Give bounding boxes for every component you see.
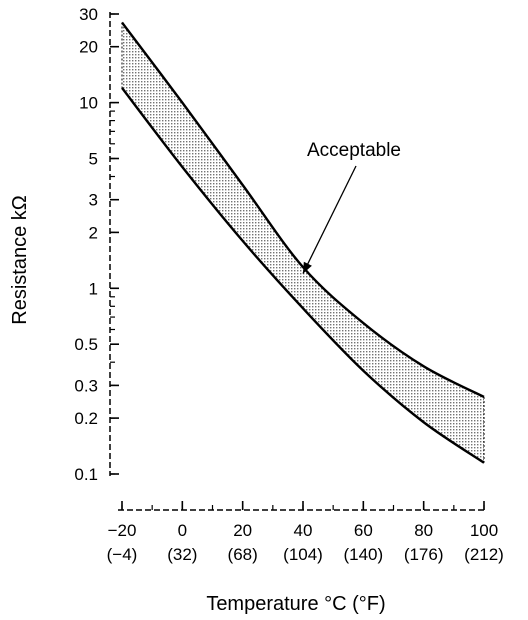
x-tick-sublabel: (32) <box>167 545 197 564</box>
x-tick-label: −20 <box>108 521 137 540</box>
y-axis-title: Resistance kΩ <box>9 195 31 324</box>
y-tick-label: 0.1 <box>74 465 98 484</box>
band-fill <box>122 22 484 463</box>
y-tick-label: 5 <box>89 150 98 169</box>
y-tick-label: 3 <box>89 191 98 210</box>
x-tick-sublabel: (176) <box>404 545 444 564</box>
annotation-arrowhead <box>303 261 312 274</box>
x-tick-label: 40 <box>294 521 313 540</box>
y-tick-label: 10 <box>79 94 98 113</box>
y-tick-label: 20 <box>79 38 98 57</box>
curves <box>121 21 485 464</box>
x-axis-title: Temperature °C (°F) <box>206 593 385 615</box>
x-tick-sublabel: (140) <box>343 545 383 564</box>
x-tick-label: 100 <box>470 521 498 540</box>
x-tick-sublabel: (104) <box>283 545 323 564</box>
y-axis: 30 20 10 5 3 2 1 0.5 0.3 0.2 0.1 <box>74 5 119 484</box>
y-tick-label: 0.5 <box>74 335 98 354</box>
x-axis: −20 (−4) 0 (32) 20 (68) 40 (104) 60 (140) 80 (176) 1… <box>107 501 504 564</box>
acceptable-label: Acceptable <box>307 140 401 161</box>
acceptable-band <box>121 22 485 463</box>
y-tick-label: 2 <box>89 223 98 242</box>
annotation: Acceptable <box>302 140 401 274</box>
y-tick-label: 0.2 <box>74 409 98 428</box>
annotation-leader-line <box>302 165 357 274</box>
y-tick-label: 1 <box>89 279 98 298</box>
x-tick-label: 20 <box>233 521 252 540</box>
x-tick-label: 80 <box>414 521 433 540</box>
y-tick-label: 0.3 <box>74 376 98 395</box>
x-tick-label: 0 <box>178 521 187 540</box>
x-tick-label: 60 <box>354 521 373 540</box>
y-tick-label: 30 <box>79 5 98 24</box>
x-tick-sublabel: (−4) <box>107 545 138 564</box>
lower-limit-curve <box>121 87 485 464</box>
upper-limit-curve <box>121 21 485 399</box>
x-tick-sublabel: (68) <box>228 545 258 564</box>
x-tick-sublabel: (212) <box>464 545 504 564</box>
